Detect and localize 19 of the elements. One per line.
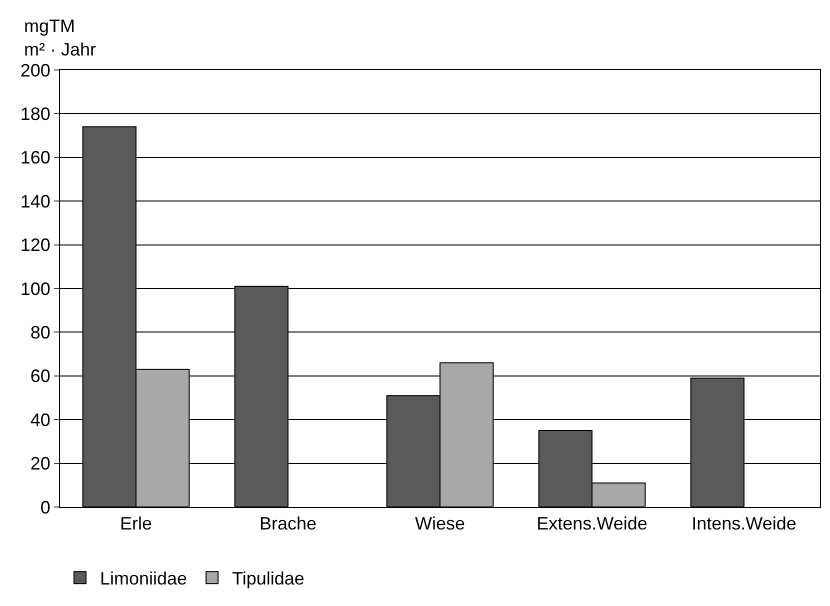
x-tick-label: Intens.Weide	[692, 514, 796, 534]
y-tick-label: 140	[20, 191, 50, 212]
x-tick-label: Erle	[120, 514, 152, 534]
y-axis-title: mgTM m² · Jahr	[24, 16, 96, 60]
legend-label: Limoniidae	[100, 568, 188, 589]
y-tick-label: 0	[40, 497, 50, 518]
y-tick-label: 200	[20, 60, 50, 80]
y-tick-label: 120	[20, 235, 50, 256]
y-tick-label: 100	[20, 278, 50, 299]
legend-label: Tipulidae	[232, 568, 304, 589]
x-tick-label: Brache	[259, 514, 317, 534]
x-tick-label: Wiese	[414, 514, 466, 534]
y-tick-label: 40	[30, 410, 50, 430]
y-tick-label: 180	[20, 104, 50, 124]
y-tick-label: 60	[30, 366, 50, 386]
y-tick-label: 80	[30, 322, 50, 342]
y-tick-label: 160	[20, 148, 50, 168]
y-tick-label: 20	[30, 454, 50, 474]
x-tick-label: Extens.Weide	[536, 514, 648, 534]
